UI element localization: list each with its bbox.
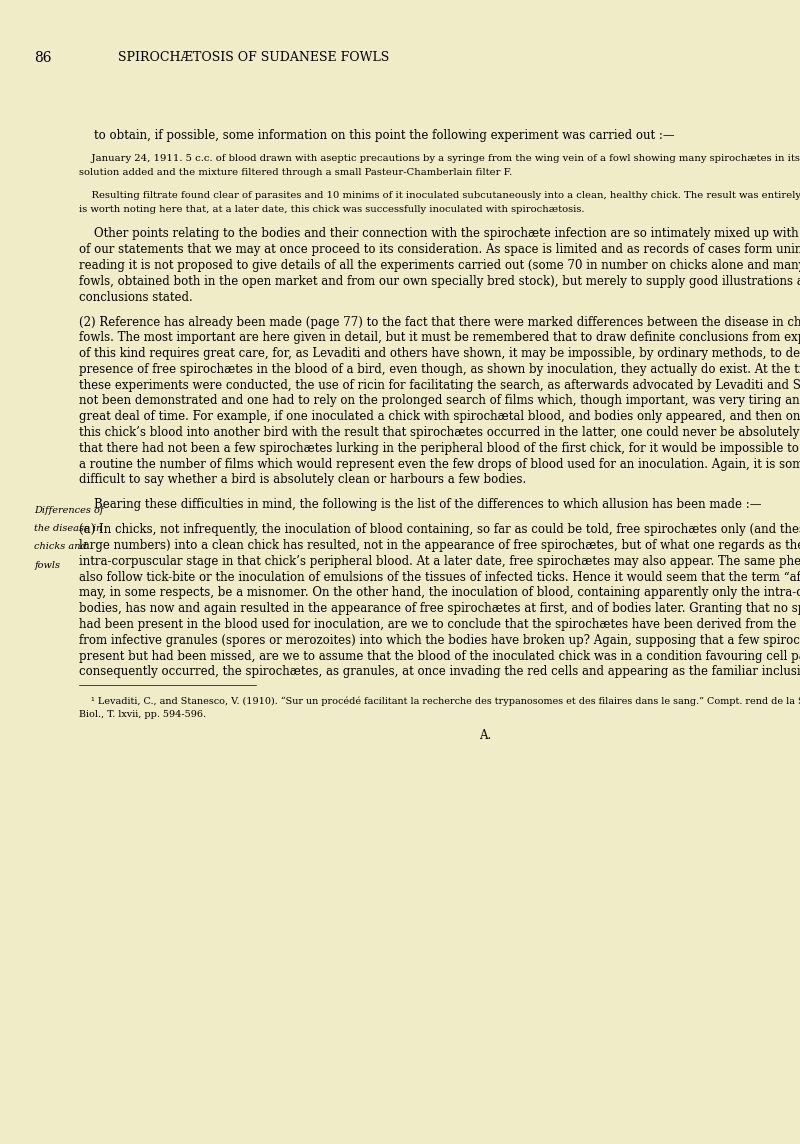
Text: (2) Reference has already been made (page 77) to the fact that there were marked: (2) Reference has already been made (pag… <box>78 316 800 328</box>
Text: of our statements that we may at once proceed to its consideration. As space is : of our statements that we may at once pr… <box>78 244 800 256</box>
Text: present but had been missed, are we to assume that the blood of the inoculated c: present but had been missed, are we to a… <box>78 650 800 662</box>
Text: A.: A. <box>479 729 491 742</box>
Text: conclusions stated.: conclusions stated. <box>78 291 192 303</box>
Text: not been demonstrated and one had to rely on the prolonged search of films which: not been demonstrated and one had to rel… <box>78 395 800 407</box>
Text: of this kind requires great care, for, as Levaditi and others have shown, it may: of this kind requires great care, for, a… <box>78 347 800 360</box>
Text: may, in some respects, be a misnomer. On the other hand, the inoculation of bloo: may, in some respects, be a misnomer. On… <box>78 587 800 599</box>
Text: Other points relating to the bodies and their connection with the spirochæte inf: Other points relating to the bodies and … <box>78 228 800 240</box>
Text: had been present in the blood used for inoculation, are we to conclude that the : had been present in the blood used for i… <box>78 618 800 631</box>
Text: fowls, obtained both in the open market and from our own specially bred stock), : fowls, obtained both in the open market … <box>78 275 800 288</box>
Text: ¹ Levaditi, C., and Stanesco, V. (1910). “Sur un procédé facilitant la recherche: ¹ Levaditi, C., and Stanesco, V. (1910).… <box>78 696 800 706</box>
Text: a routine the number of films which would represent even the few drops of blood : a routine the number of films which woul… <box>78 458 800 470</box>
Text: intra-corpuscular stage in that chick’s peripheral blood. At a later date, free : intra-corpuscular stage in that chick’s … <box>78 555 800 567</box>
Text: solution added and the mixture filtered through a small Pasteur-Chamberlain filt: solution added and the mixture filtered … <box>78 168 512 177</box>
Text: from infective granules (spores or merozoites) into which the bodies have broken: from infective granules (spores or meroz… <box>78 634 800 646</box>
Text: reading it is not proposed to give details of all the experiments carried out (s: reading it is not proposed to give detai… <box>78 259 800 272</box>
Text: to obtain, if possible, some information on this point the following experiment : to obtain, if possible, some information… <box>78 129 674 142</box>
Text: Biol., T. lxvii, pp. 594-596.: Biol., T. lxvii, pp. 594-596. <box>78 709 206 718</box>
Text: large numbers) into a clean chick has resulted, not in the appearance of free sp: large numbers) into a clean chick has re… <box>78 539 800 553</box>
Text: the disease in: the disease in <box>34 524 102 533</box>
Text: these experiments were conducted, the use of ricin for facilitating the search, : these experiments were conducted, the us… <box>78 379 800 391</box>
Text: this chick’s blood into another bird with the result that spirochætes occurred i: this chick’s blood into another bird wit… <box>78 426 800 439</box>
Text: January 24, 1911. 5 c.c. of blood drawn with aseptic precautions by a syringe fr: January 24, 1911. 5 c.c. of blood drawn … <box>78 154 800 164</box>
Text: (a) In chicks, not infrequently, the inoculation of blood containing, so far as : (a) In chicks, not infrequently, the ino… <box>78 523 800 537</box>
Text: bodies, has now and again resulted in the appearance of free spirochætes at firs: bodies, has now and again resulted in th… <box>78 602 800 615</box>
Text: chicks and: chicks and <box>34 542 87 551</box>
Text: SPIROCHÆTOSIS OF SUDANESE FOWLS: SPIROCHÆTOSIS OF SUDANESE FOWLS <box>118 51 389 64</box>
Text: also follow tick-bite or the inoculation of emulsions of the tissues of infected: also follow tick-bite or the inoculation… <box>78 571 800 583</box>
Text: presence of free spirochætes in the blood of a bird, even though, as shown by in: presence of free spirochætes in the bloo… <box>78 363 800 376</box>
Text: 86: 86 <box>34 51 52 65</box>
Text: Differences of: Differences of <box>34 506 104 515</box>
Text: fowls. The most important are here given in detail, but it must be remembered th: fowls. The most important are here given… <box>78 332 800 344</box>
Text: is worth noting here that, at a later date, this chick was successfully inoculat: is worth noting here that, at a later da… <box>78 205 584 214</box>
Text: great deal of time. For example, if one inoculated a chick with spirochætal bloo: great deal of time. For example, if one … <box>78 411 800 423</box>
Text: Bearing these difficulties in mind, the following is the list of the differences: Bearing these difficulties in mind, the … <box>78 499 761 511</box>
Text: difficult to say whether a bird is absolutely clean or harbours a few bodies.: difficult to say whether a bird is absol… <box>78 474 526 486</box>
Text: Resulting filtrate found clear of parasites and 10 minims of it inoculated subcu: Resulting filtrate found clear of parasi… <box>78 191 800 200</box>
Text: that there had not been a few spirochætes lurking in the peripheral blood of the: that there had not been a few spirochæte… <box>78 442 800 455</box>
Text: fowls: fowls <box>34 561 61 570</box>
Text: consequently occurred, the spirochætes, as granules, at once invading the red ce: consequently occurred, the spirochætes, … <box>78 666 800 678</box>
